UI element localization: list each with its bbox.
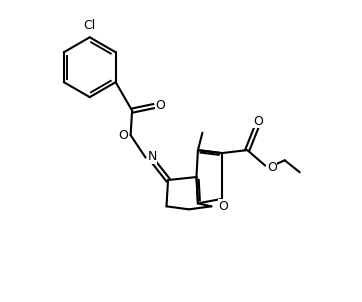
Text: Cl: Cl xyxy=(84,19,96,32)
Text: O: O xyxy=(253,114,263,127)
Text: O: O xyxy=(267,161,277,174)
Text: O: O xyxy=(218,200,228,213)
Text: O: O xyxy=(155,99,165,112)
Text: N: N xyxy=(147,150,157,163)
Text: O: O xyxy=(118,129,128,142)
